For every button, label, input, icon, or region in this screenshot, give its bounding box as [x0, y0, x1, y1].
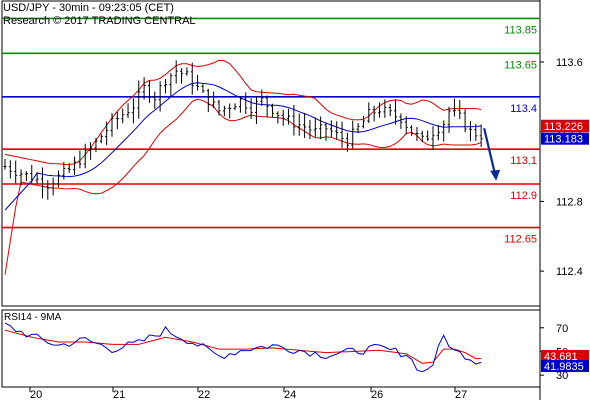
rsi-ma-line: [4, 329, 482, 364]
price-tag-113-226: [541, 120, 589, 133]
rsi-line: [4, 322, 482, 373]
rsi-axis-label-30: 30: [556, 370, 568, 382]
chart-header-symbol: USD/JPY - 30min - 09:23:05 (CET): [3, 2, 174, 14]
x-axis-label-27: 27: [455, 389, 467, 400]
level-label-113-65: 113.65: [504, 59, 537, 71]
x-axis-label-21: 21: [113, 389, 125, 400]
level-label-112-9: 112.9: [510, 190, 537, 202]
rsi-value-tag-text: 41.9835: [544, 361, 584, 373]
level-label-113-4: 113.4: [510, 103, 537, 115]
projection-arrow-line: [483, 127, 497, 176]
price-axis-label-112-4: 112.4: [556, 266, 583, 278]
level-label-112-65: 112.65: [504, 234, 537, 246]
price-panel-frame: [1, 0, 541, 307]
x-axis-label-26: 26: [371, 389, 383, 400]
price-tag-text-113-183: 113.183: [544, 134, 583, 146]
rsi-panel-frame: [1, 309, 541, 388]
chart-header-copyright: Research © 2017 TRADING CENTRAL: [3, 15, 196, 27]
price-axis-label-112-8: 112.8: [556, 196, 583, 208]
price-tag-113-183: [541, 132, 589, 145]
rsi-ma-tag: [541, 349, 589, 362]
price-axis-label-113-6: 113.6: [556, 57, 583, 69]
bollinger-upper-line: [4, 59, 482, 165]
projection-arrowhead: [490, 169, 501, 181]
x-axis-label-22: 22: [198, 389, 210, 400]
rsi-title: RSI14 - 9MA: [4, 312, 62, 323]
rsi-value-tag: [541, 359, 589, 372]
level-label-113-1: 113.1: [510, 155, 537, 167]
x-axis-label-24: 24: [284, 389, 296, 400]
moving-average-line: [4, 82, 482, 211]
bollinger-lower-line: [4, 98, 482, 275]
rsi-ma-tag-text: 43.681: [544, 351, 578, 363]
rsi-axis-label-70: 70: [556, 323, 568, 335]
x-axis-label-20: 20: [30, 389, 42, 400]
level-label-113-85: 113.85: [504, 24, 537, 36]
price-tag-text-113-226: 113.226: [544, 121, 583, 133]
